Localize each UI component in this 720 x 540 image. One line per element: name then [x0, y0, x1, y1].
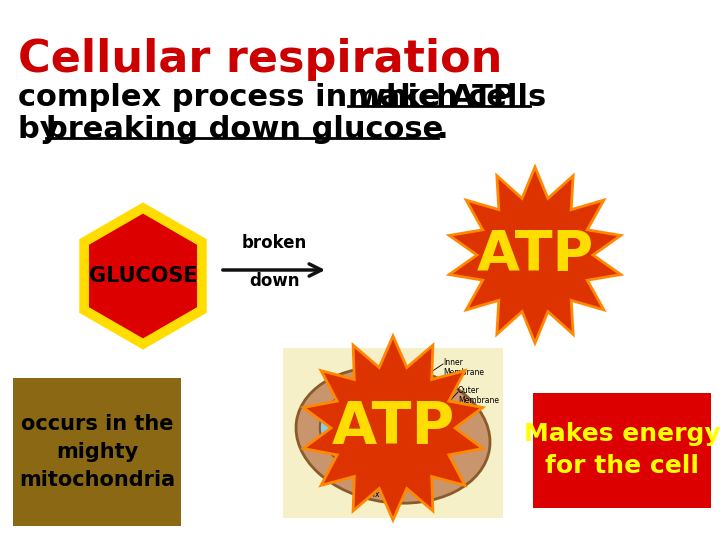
Ellipse shape	[320, 388, 444, 476]
Text: Cellular respiration: Cellular respiration	[18, 38, 503, 81]
Text: complex process in which cells: complex process in which cells	[18, 83, 557, 112]
Text: GLUCOSE: GLUCOSE	[89, 266, 197, 286]
FancyBboxPatch shape	[13, 378, 181, 526]
Text: Cristae: Cristae	[355, 462, 382, 471]
Polygon shape	[303, 336, 482, 520]
Text: ATP: ATP	[331, 400, 454, 456]
FancyBboxPatch shape	[533, 393, 711, 508]
Text: Inner
Membrane: Inner Membrane	[443, 358, 484, 377]
Ellipse shape	[296, 367, 490, 503]
Polygon shape	[449, 167, 621, 343]
Text: Makes energy
for the cell: Makes energy for the cell	[523, 422, 720, 478]
Text: breaking down glucose: breaking down glucose	[46, 115, 444, 144]
Text: Matrix: Matrix	[355, 490, 379, 499]
Text: broken: broken	[241, 234, 307, 252]
Text: .: .	[437, 115, 449, 144]
FancyBboxPatch shape	[283, 348, 503, 518]
Text: down: down	[248, 272, 300, 290]
Polygon shape	[84, 208, 202, 344]
Text: make ATP: make ATP	[348, 83, 515, 112]
Text: ATP: ATP	[477, 228, 593, 282]
Text: Outer
Membrane: Outer Membrane	[458, 386, 499, 406]
Text: occurs in the
mighty
mitochondria: occurs in the mighty mitochondria	[19, 414, 175, 490]
Text: by: by	[18, 115, 71, 144]
